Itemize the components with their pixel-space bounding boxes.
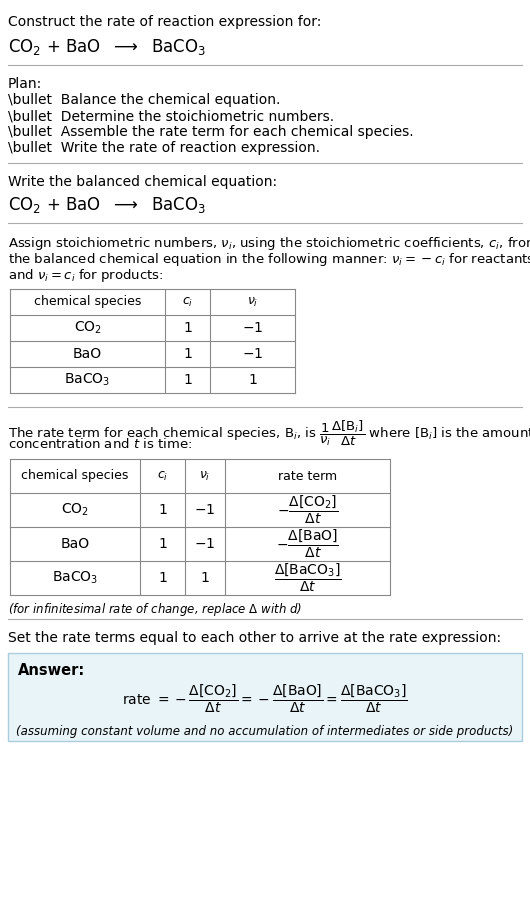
Text: $-1$: $-1$ [242,321,263,335]
Text: 1: 1 [248,373,257,387]
Text: 1: 1 [158,503,167,517]
Text: 1: 1 [183,373,192,387]
Text: Write the balanced chemical equation:: Write the balanced chemical equation: [8,175,277,189]
Text: (for infinitesimal rate of change, replace $\Delta$ with $d$): (for infinitesimal rate of change, repla… [8,601,302,618]
Text: The rate term for each chemical species, B$_i$, is $\dfrac{1}{\nu_i}\dfrac{\Delt: The rate term for each chemical species,… [8,419,530,449]
Text: chemical species: chemical species [21,470,129,482]
Text: $-1$: $-1$ [195,537,216,551]
Text: CO$_2$: CO$_2$ [61,501,89,518]
Text: BaCO$_3$: BaCO$_3$ [65,372,111,389]
Text: (assuming constant volume and no accumulation of intermediates or side products): (assuming constant volume and no accumul… [16,725,514,738]
Text: Construct the rate of reaction expression for:: Construct the rate of reaction expressio… [8,15,321,29]
Text: 1: 1 [200,571,209,585]
Text: $\dfrac{\Delta[\mathrm{BaCO_3}]}{\Delta t}$: $\dfrac{\Delta[\mathrm{BaCO_3}]}{\Delta … [273,561,341,594]
Text: 1: 1 [158,537,167,551]
Text: 1: 1 [183,321,192,335]
Text: $c_i$: $c_i$ [182,296,193,308]
Text: Plan:: Plan: [8,77,42,91]
Text: Answer:: Answer: [18,663,85,678]
Text: $-\dfrac{\Delta[\mathrm{BaO}]}{\Delta t}$: $-\dfrac{\Delta[\mathrm{BaO}]}{\Delta t}… [276,528,339,561]
Text: rate $= -\dfrac{\Delta[\mathrm{CO_2}]}{\Delta t} = -\dfrac{\Delta[\mathrm{BaO}]}: rate $= -\dfrac{\Delta[\mathrm{CO_2}]}{\… [122,682,408,715]
Text: BaCO$_3$: BaCO$_3$ [52,570,98,586]
Text: \bullet  Write the rate of reaction expression.: \bullet Write the rate of reaction expre… [8,141,320,155]
FancyBboxPatch shape [8,653,522,741]
Text: \bullet  Determine the stoichiometric numbers.: \bullet Determine the stoichiometric num… [8,109,334,123]
Text: rate term: rate term [278,470,337,482]
Text: BaO: BaO [73,347,102,361]
Text: $-1$: $-1$ [195,503,216,517]
Text: and $\nu_i = c_i$ for products:: and $\nu_i = c_i$ for products: [8,267,164,284]
Text: the balanced chemical equation in the following manner: $\nu_i = -c_i$ for react: the balanced chemical equation in the fo… [8,251,530,268]
Text: CO$_2$ + BaO  $\longrightarrow$  BaCO$_3$: CO$_2$ + BaO $\longrightarrow$ BaCO$_3$ [8,37,206,57]
Text: 1: 1 [158,571,167,585]
Text: $-\dfrac{\Delta[\mathrm{CO_2}]}{\Delta t}$: $-\dfrac{\Delta[\mathrm{CO_2}]}{\Delta t… [277,494,338,526]
Text: \bullet  Balance the chemical equation.: \bullet Balance the chemical equation. [8,93,280,107]
Text: $\nu_i$: $\nu_i$ [199,470,211,482]
Text: \bullet  Assemble the rate term for each chemical species.: \bullet Assemble the rate term for each … [8,125,413,139]
Text: Set the rate terms equal to each other to arrive at the rate expression:: Set the rate terms equal to each other t… [8,631,501,645]
Text: $c_i$: $c_i$ [157,470,168,482]
Text: BaO: BaO [60,537,90,551]
Text: CO$_2$ + BaO  $\longrightarrow$  BaCO$_3$: CO$_2$ + BaO $\longrightarrow$ BaCO$_3$ [8,195,206,215]
Text: chemical species: chemical species [34,296,141,308]
Text: Assign stoichiometric numbers, $\nu_i$, using the stoichiometric coefficients, $: Assign stoichiometric numbers, $\nu_i$, … [8,235,530,252]
Text: $\nu_i$: $\nu_i$ [247,296,258,308]
Text: $-1$: $-1$ [242,347,263,361]
Text: CO$_2$: CO$_2$ [74,319,101,336]
Text: concentration and $t$ is time:: concentration and $t$ is time: [8,437,192,451]
Text: 1: 1 [183,347,192,361]
